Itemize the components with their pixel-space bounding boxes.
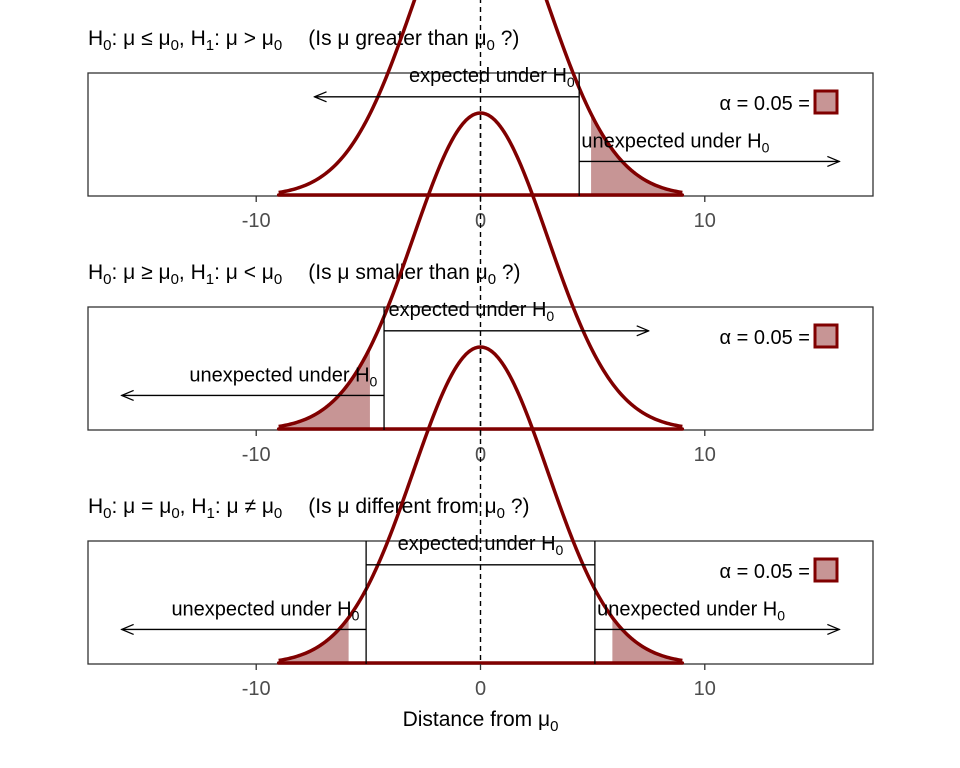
panel-title: H0: μ ≤ μ0, H1: μ > μ0 (Is μ greater than… xyxy=(88,27,519,54)
hypothesis-separator: , xyxy=(179,27,191,50)
panel-right: H0: μ ≤ μ0, H1: μ > μ0 (Is μ greater than… xyxy=(87,0,874,232)
x-tick-label-0: -10 xyxy=(242,444,271,466)
x-tick-label-2: 10 xyxy=(694,678,716,700)
rejection-region-0 xyxy=(278,347,370,430)
question-text: (Is μ greater than μ xyxy=(308,27,486,50)
x-tick-label-2: 10 xyxy=(694,444,716,466)
panel-two-sided: H0: μ = μ0, H1: μ ≠ μ0 (Is μ different fr… xyxy=(87,345,874,735)
alternative-hypothesis-relation: : μ ≠ μ xyxy=(215,495,274,518)
unexpected-right-label: unexpected under H0 xyxy=(597,599,785,624)
alpha-swatch xyxy=(813,557,839,583)
expected-label-subscript: 0 xyxy=(556,542,564,558)
question-end: ?) xyxy=(496,261,521,284)
expected-label-subscript: 0 xyxy=(567,74,575,90)
question-text: (Is μ smaller than μ xyxy=(308,261,487,284)
unexpected-label: unexpected under H0 xyxy=(189,365,377,390)
null-hypothesis-label: H xyxy=(88,261,103,284)
null-hypothesis-relation: : μ = μ xyxy=(112,495,172,518)
x-tick-label-0: -10 xyxy=(242,210,271,232)
alpha-swatch xyxy=(813,323,839,349)
x-tick-label-1: 0 xyxy=(475,678,486,700)
alternative-hypothesis-relation: : μ > μ xyxy=(214,27,274,50)
null-hypothesis-label: H xyxy=(88,495,103,518)
unexpected-left-label-text: unexpected under H xyxy=(171,599,351,621)
hypothesis-separator: , xyxy=(180,495,192,518)
x-tick-label-0: -10 xyxy=(242,678,271,700)
x-axis-label-subscript: 0 xyxy=(550,718,558,735)
null-hypothesis-label: H xyxy=(88,27,103,50)
density-curve xyxy=(278,0,683,195)
null-hypothesis-relation: : μ ≤ μ xyxy=(112,27,171,50)
null-mu-subscript: 0 xyxy=(171,37,179,54)
alternative-mu-subscript: 0 xyxy=(274,271,282,288)
unexpected-right-label-subscript: 0 xyxy=(777,608,785,624)
question-subscript: 0 xyxy=(497,505,505,522)
alternative-hypothesis-subscript: 1 xyxy=(207,505,215,522)
unexpected-label: unexpected under H0 xyxy=(581,131,769,156)
unexpected-left-label-subscript: 0 xyxy=(352,608,360,624)
panel-title: H0: μ ≥ μ0, H1: μ < μ0 (Is μ smaller than… xyxy=(88,261,521,288)
hypothesis-separator: , xyxy=(179,261,191,284)
question-subscript: 0 xyxy=(488,271,496,288)
alpha-label: α = 0.05 = xyxy=(719,327,810,349)
alternative-hypothesis-subscript: 1 xyxy=(206,271,214,288)
unexpected-label-subscript: 0 xyxy=(370,374,378,390)
expected-label-subscript: 0 xyxy=(546,308,554,324)
x-axis-label-text: Distance from μ xyxy=(403,708,550,731)
x-tick-label-1: 0 xyxy=(475,210,486,232)
x-axis-label: Distance from μ0 xyxy=(403,708,559,735)
rejection-region-0 xyxy=(591,113,683,196)
null-hypothesis-relation: : μ ≥ μ xyxy=(112,261,171,284)
x-tick-label-2: 10 xyxy=(694,210,716,232)
alpha-swatch xyxy=(813,89,839,115)
x-tick-label-1: 0 xyxy=(475,444,486,466)
alternative-hypothesis-label: H xyxy=(191,495,206,518)
alpha-label: α = 0.05 = xyxy=(719,93,810,115)
expected-label: expected under H0 xyxy=(398,533,564,558)
expected-label-text: expected under H xyxy=(398,533,556,555)
question-end: ?) xyxy=(505,495,530,518)
expected-label: expected under H0 xyxy=(389,299,555,324)
null-mu-subscript: 0 xyxy=(171,271,179,288)
alternative-mu-subscript: 0 xyxy=(274,37,282,54)
density-curve xyxy=(278,345,683,663)
question-end: ?) xyxy=(495,27,520,50)
alternative-mu-subscript: 0 xyxy=(274,505,282,522)
alternative-hypothesis-label: H xyxy=(191,27,206,50)
panel-title: H0: μ = μ0, H1: μ ≠ μ0 (Is μ different fr… xyxy=(88,495,530,522)
expected-label-text: expected under H xyxy=(389,299,547,321)
unexpected-label-text: unexpected under H xyxy=(581,131,761,153)
expected-label-text: expected under H xyxy=(409,65,567,87)
unexpected-label-subscript: 0 xyxy=(762,140,770,156)
null-mu-subscript: 0 xyxy=(171,505,179,522)
null-hypothesis-subscript: 0 xyxy=(103,271,111,288)
unexpected-left-label: unexpected under H0 xyxy=(171,599,359,624)
question-subscript: 0 xyxy=(487,37,495,54)
null-hypothesis-subscript: 0 xyxy=(103,505,111,522)
alpha-label: α = 0.05 = xyxy=(719,561,810,583)
rejection-region-0 xyxy=(278,617,349,664)
expected-label: expected under H0 xyxy=(409,65,575,90)
rejection-region-1 xyxy=(612,617,683,664)
alternative-hypothesis-subscript: 1 xyxy=(206,37,214,54)
panel-left: H0: μ ≥ μ0, H1: μ < μ0 (Is μ smaller than… xyxy=(87,111,874,466)
unexpected-label-text: unexpected under H xyxy=(189,365,369,387)
alternative-hypothesis-relation: : μ < μ xyxy=(214,261,274,284)
density-curve xyxy=(278,111,683,429)
alternative-hypothesis-label: H xyxy=(191,261,206,284)
null-hypothesis-subscript: 0 xyxy=(103,37,111,54)
unexpected-right-label-text: unexpected under H xyxy=(597,599,777,621)
